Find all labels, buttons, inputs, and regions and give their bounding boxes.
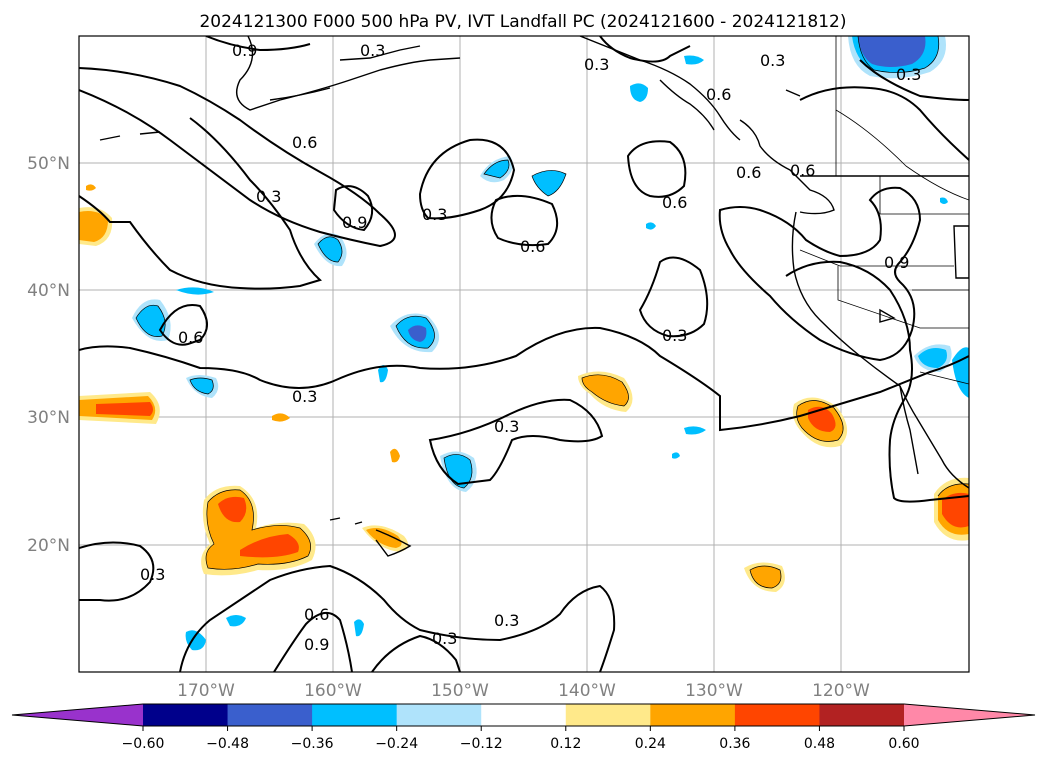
lon-label: 130°W (685, 681, 743, 701)
colorbar-tick-label: −0.48 (206, 736, 249, 752)
colorbar-tick-label: −0.60 (122, 736, 165, 752)
map-area: 0.9 0.3 0.6 0.6 0.3 0.3 0.9 0.3 0.6 0.6 … (79, 36, 969, 672)
contour-label: 0.3 (896, 65, 921, 84)
lat-label: 50°N (27, 154, 70, 174)
contour-label: 0.6 (178, 328, 203, 347)
contour-label: 0.3 (292, 387, 317, 406)
lon-label: 160°W (304, 681, 362, 701)
contour-label: 0.9 (232, 41, 257, 60)
contour-labels: 0.9 0.3 0.6 0.6 0.3 0.3 0.9 0.3 0.6 0.6 … (140, 41, 921, 654)
contour-label: 0.6 (292, 133, 317, 152)
colorbar: −0.60 −0.48 −0.36 −0.24 −0.12 0.12 0.24 0.36 0.4… (11, 703, 1036, 752)
lon-label: 120°W (812, 681, 870, 701)
colorbar-tick-label: −0.36 (291, 736, 334, 752)
lon-label: 150°W (431, 681, 489, 701)
colorbar-tick-label: 0.36 (719, 736, 750, 752)
colorbar-segment (819, 704, 905, 726)
contour-label: 0.3 (256, 187, 281, 206)
colorbar-tick-label: 0.48 (804, 736, 835, 752)
contour-label: 0.9 (342, 213, 367, 232)
contour-label: 0.6 (706, 85, 731, 104)
colorbar-segment (565, 704, 651, 726)
ivt-shading (79, 36, 969, 651)
contour-label: 0.6 (662, 193, 687, 212)
contour-label: 0.3 (584, 55, 609, 74)
colorbar-segment (396, 704, 482, 726)
colorbar-tick-label: −0.12 (460, 736, 503, 752)
contour-label: 0.3 (662, 326, 687, 345)
contour-label: 0.9 (304, 635, 329, 654)
contour-label: 0.3 (760, 51, 785, 70)
lat-label: 20°N (27, 536, 70, 556)
contour-label: 0.6 (736, 163, 761, 182)
contour-label: 0.3 (422, 205, 447, 224)
contour-label: 0.3 (432, 629, 457, 648)
colorbar-tick-label: 0.24 (635, 736, 666, 752)
lat-label: 30°N (27, 408, 70, 428)
latitude-labels: 50°N 40°N 30°N 20°N (27, 154, 70, 556)
contour-label: 0.6 (304, 605, 329, 624)
colorbar-segment (312, 704, 398, 726)
contour-label: 0.3 (494, 417, 519, 436)
colorbar-segment (481, 704, 567, 726)
map-frame (78, 35, 970, 673)
colorbar-min-extension (12, 704, 143, 726)
lat-label: 40°N (27, 281, 70, 301)
contour-label: 0.9 (884, 253, 909, 272)
colorbar-tick-label: 0.12 (550, 736, 581, 752)
colorbar-tick-label: −0.24 (375, 736, 418, 752)
colorbar-segment (143, 704, 229, 726)
contour-label: 0.3 (494, 611, 519, 630)
pv-contours (79, 36, 969, 672)
colorbar-segment (227, 704, 313, 726)
lon-label: 170°W (177, 681, 235, 701)
contour-label: 0.6 (520, 237, 545, 256)
contour-label: 0.6 (790, 161, 815, 180)
figure-title: 2024121300 F000 500 hPa PV, IVT Landfall… (199, 12, 846, 32)
colorbar-segment (734, 704, 820, 726)
colorbar-tick-label: 0.60 (888, 736, 919, 752)
longitude-labels: 170°W 160°W 150°W 140°W 130°W 120°W (177, 681, 870, 701)
lon-label: 140°W (558, 681, 616, 701)
colorbar-segment (650, 704, 736, 726)
contour-label: 0.3 (360, 41, 385, 60)
colorbar-max-extension (904, 704, 1035, 726)
contour-label: 0.3 (140, 565, 165, 584)
